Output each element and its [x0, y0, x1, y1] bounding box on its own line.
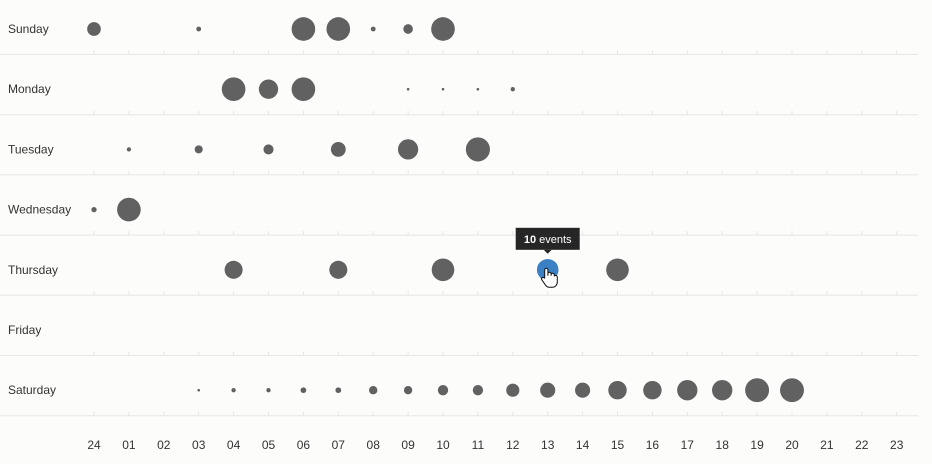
bubble-sunday-07[interactable] [326, 17, 351, 41]
bubble-saturday-16[interactable] [643, 380, 662, 400]
hour-label-12: 12 [506, 438, 520, 452]
bubble-saturday-03[interactable] [197, 388, 200, 392]
hour-label-15: 15 [611, 438, 625, 452]
bubble-tuesday-05[interactable] [263, 144, 274, 155]
bubble-wednesday-01[interactable] [117, 197, 141, 222]
bubble-wednesday-24[interactable] [91, 206, 97, 213]
hour-label-16: 16 [646, 438, 660, 452]
bubble-saturday-06[interactable] [300, 387, 307, 394]
bubble-monday-06[interactable] [291, 77, 316, 102]
bubble-thursday-10[interactable] [431, 258, 455, 282]
row-label-tuesday: Tuesday [8, 142, 54, 156]
row-label-wednesday: Wednesday [8, 203, 71, 217]
bubble-tuesday-09[interactable] [397, 139, 419, 160]
bubble-monday-12[interactable] [510, 87, 515, 92]
hour-label-20: 20 [785, 438, 799, 452]
bubble-sunday-10[interactable] [431, 17, 455, 41]
bubble-monday-11[interactable] [476, 87, 480, 91]
bubble-tuesday-11[interactable] [465, 137, 490, 162]
hour-label-06: 06 [297, 438, 311, 452]
hour-label-03: 03 [192, 438, 206, 452]
hour-label-01: 01 [122, 438, 136, 452]
row-label-sunday: Sunday [8, 22, 49, 36]
bubble-saturday-20[interactable] [780, 378, 804, 403]
bubble-sunday-06[interactable] [291, 17, 316, 41]
tooltip-arrow [543, 249, 552, 254]
tooltip-label: events [536, 234, 572, 246]
bubble-saturday-07[interactable] [335, 387, 342, 394]
hand-cursor-shape [541, 267, 558, 288]
row-label-thursday: Thursday [8, 263, 58, 277]
hour-axis: 24 01 02 03 04 05 06 07 08 09 10 11 12 13 14 15 16 17 18 19… [87, 438, 903, 452]
hour-label-14: 14 [576, 438, 590, 452]
bubble-saturday-05[interactable] [266, 388, 271, 393]
bubble-saturday-19[interactable] [745, 378, 770, 403]
bubble-saturday-10[interactable] [437, 385, 449, 396]
bubble-saturday-14[interactable] [575, 382, 591, 398]
hour-label-17: 17 [681, 438, 695, 452]
tooltip-box [515, 227, 580, 250]
bubble-tuesday-01[interactable] [126, 147, 132, 152]
bubble-saturday-04[interactable] [231, 388, 236, 393]
bubble-sunday-08[interactable] [370, 26, 376, 32]
bubble-monday-04[interactable] [221, 77, 246, 102]
bubble-saturday-18[interactable] [712, 380, 733, 401]
bubble-saturday-08[interactable] [369, 386, 378, 395]
row-label-friday: Friday [8, 323, 41, 337]
hour-label-10: 10 [436, 438, 450, 452]
bubble-tuesday-03[interactable] [194, 145, 203, 154]
bubble-sunday-03[interactable] [196, 26, 202, 32]
hour-label-19: 19 [750, 438, 764, 452]
hour-label-23: 23 [890, 438, 904, 452]
bubble-sunday-24[interactable] [87, 22, 101, 36]
hand-cursor-icon [541, 267, 558, 288]
bubble-saturday-17[interactable] [677, 380, 698, 401]
hour-label-21: 21 [820, 438, 834, 452]
hour-label-08: 08 [367, 438, 381, 452]
hour-label-04: 04 [227, 438, 241, 452]
bubble-thursday-07[interactable] [329, 260, 348, 279]
tooltip: 10 events [515, 227, 580, 254]
hour-label-05: 05 [262, 438, 276, 452]
bubble-saturday-12[interactable] [506, 383, 520, 397]
hour-label-02: 02 [157, 438, 171, 452]
day-rows: Sunday Monday Tuesday Wednesday Thursday Frid… [0, 22, 918, 417]
row-label-saturday: Saturday [8, 383, 56, 397]
bubble-saturday-09[interactable] [403, 386, 413, 395]
bubble-sunday-09[interactable] [403, 24, 413, 34]
bubble-monday-09[interactable] [406, 87, 410, 91]
bubble-saturday-13[interactable] [540, 382, 556, 398]
bubble-saturday-15[interactable] [608, 380, 627, 400]
bubble-thursday-04[interactable] [224, 260, 243, 279]
hour-label-24: 24 [87, 438, 101, 452]
tooltip-text: 10 events [524, 234, 572, 246]
hour-label-18: 18 [716, 438, 730, 452]
bubbles [87, 17, 804, 403]
hour-label-11: 11 [472, 438, 485, 452]
row-label-monday: Monday [8, 82, 51, 96]
tooltip-count: 10 [524, 234, 536, 246]
hour-label-07: 07 [332, 438, 346, 452]
hour-label-13: 13 [541, 438, 555, 452]
bubble-saturday-11[interactable] [472, 385, 484, 396]
bubble-thursday-15[interactable] [606, 258, 629, 282]
hour-label-22: 22 [855, 438, 869, 452]
bubble-monday-05[interactable] [258, 79, 279, 99]
hour-label-09: 09 [401, 438, 415, 452]
bubble-monday-10[interactable] [441, 87, 445, 91]
bubble-tuesday-07[interactable] [330, 142, 346, 157]
